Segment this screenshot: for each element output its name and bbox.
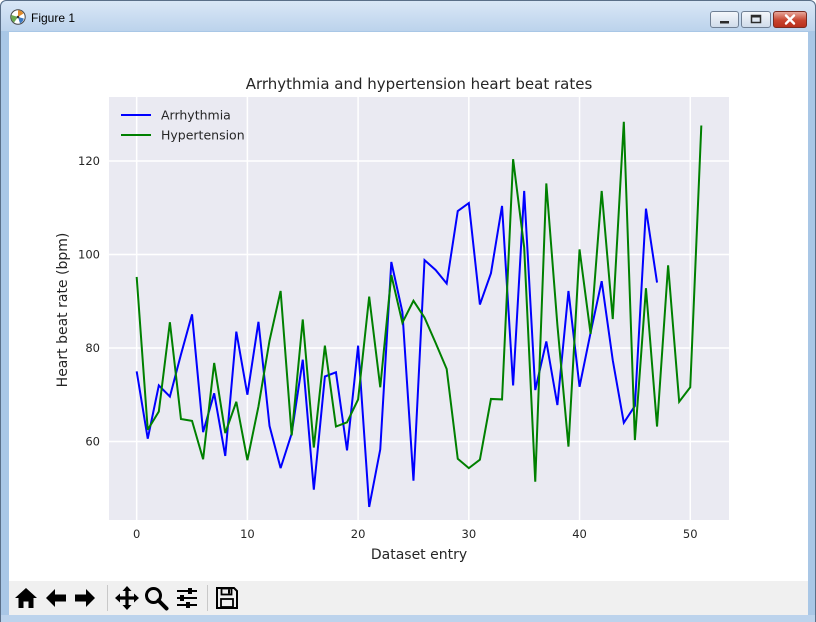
tick-labels: 0 10 20 30 40 50 60 80 100 120 [78,154,698,541]
matplotlib-logo-icon [10,9,26,25]
forward-button[interactable] [71,584,99,612]
x-tick-label: 50 [683,527,698,541]
configure-subplots-icon [177,588,197,608]
legend-label-hypertension: Hypertension [161,128,245,143]
x-tick-label: 0 [133,527,140,541]
line-chart: Arrhythmia and hypertension heart beat r… [55,75,729,563]
x-tick-label: 20 [351,527,366,541]
legend-label-arrhythmia: Arrhythmia [161,108,231,123]
chart-title: Arrhythmia and hypertension heart beat r… [246,75,593,93]
title-bar[interactable]: Figure 1 [1,1,815,31]
home-icon [15,588,37,608]
y-tick-label: 100 [78,248,100,262]
x-tick-label: 10 [240,527,255,541]
x-tick-label: 30 [462,527,477,541]
legend: Arrhythmia Hypertension [121,108,245,143]
figure-canvas[interactable]: Arrhythmia and hypertension heart beat r… [9,32,808,581]
y-tick-label: 80 [85,341,100,355]
navigation-toolbar [9,581,808,615]
close-button[interactable] [773,11,807,28]
home-button[interactable] [12,584,40,612]
pan-icon [115,586,139,610]
x-axis-label: Dataset entry [371,547,467,563]
y-axis-label: Heart beat rate (bpm) [55,233,71,388]
minimize-button[interactable] [710,11,739,28]
toolbar-separator [207,585,208,611]
y-tick-label: 60 [85,434,100,448]
maximize-icon [750,14,762,24]
back-button[interactable] [42,584,70,612]
save-icon [216,587,238,609]
series-lines [135,121,703,508]
x-tick-label: 40 [572,527,587,541]
configure-subplots-button[interactable] [173,584,201,612]
minimize-icon [720,21,729,24]
window-title: Figure 1 [31,11,76,25]
grid-lines [109,97,729,520]
window-bottom-border [1,615,815,622]
close-icon [784,14,796,25]
series-line-hypertension [135,121,703,482]
zoom-button[interactable] [142,584,170,612]
y-tick-label: 120 [78,154,100,168]
pan-button[interactable] [113,584,141,612]
maximize-button[interactable] [741,11,771,28]
back-icon [46,589,66,607]
series-line-arrhythmia [135,190,659,508]
forward-icon [75,589,95,607]
save-button[interactable] [213,584,241,612]
toolbar-separator [107,585,108,611]
zoom-icon [145,587,169,611]
